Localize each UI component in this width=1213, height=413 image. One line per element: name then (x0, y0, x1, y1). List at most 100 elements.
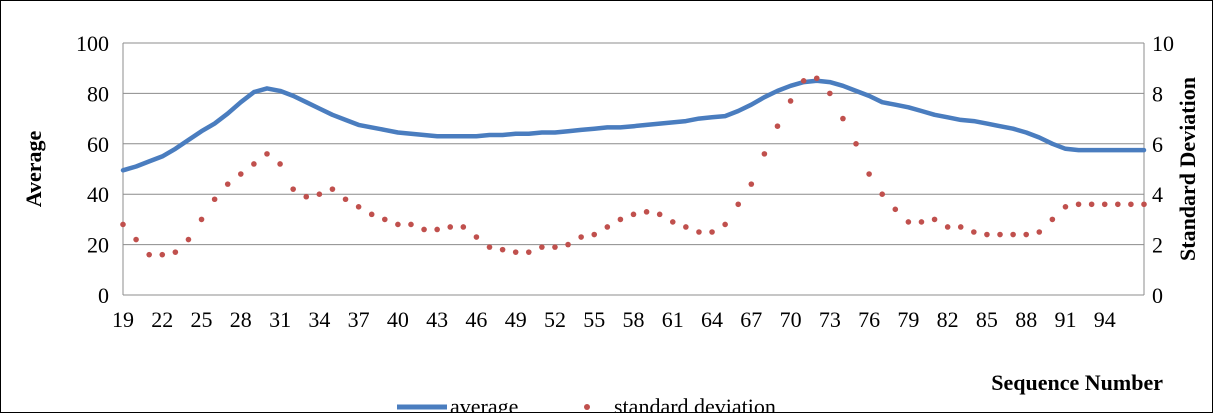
axes (122, 43, 1145, 296)
std-dev-point (198, 216, 205, 223)
std-dev-point (709, 229, 715, 235)
std-dev-point (539, 244, 545, 250)
std-dev-point (630, 211, 637, 218)
std-dev-point (525, 249, 532, 255)
std-dev-point (840, 115, 846, 122)
legend-std-swatch (584, 404, 590, 410)
std-dev-point (290, 186, 296, 192)
std-dev-point (355, 204, 362, 210)
std-dev-point (133, 236, 139, 243)
std-dev-point (578, 234, 584, 240)
std-dev-point (971, 229, 977, 235)
x-tick-label: 70 (780, 307, 802, 332)
x-tick-label: 19 (112, 307, 134, 332)
std-dev-point (264, 151, 270, 157)
std-dev-point (656, 211, 663, 218)
std-dev-point (565, 241, 571, 248)
std-dev-point (1010, 231, 1016, 238)
std-dev-point (238, 171, 244, 177)
x-tick-label: 55 (583, 307, 605, 332)
std-dev-point (447, 224, 454, 230)
x-tick-label: 85 (976, 307, 998, 332)
std-dev-point (1101, 201, 1108, 208)
std-dev-point (316, 191, 323, 197)
x-tick-label: 43 (426, 307, 448, 332)
std-dev-point (1128, 201, 1134, 208)
x-tick-label: 52 (544, 307, 566, 332)
x-tick-label: 79 (897, 307, 919, 332)
x-tick-label: 88 (1015, 307, 1037, 332)
std-dev-point (761, 151, 768, 157)
std-dev-point (381, 216, 388, 223)
y2-tick-label: 10 (1152, 31, 1174, 56)
x-tick-label: 73 (819, 307, 841, 332)
std-dev-point (552, 244, 558, 250)
x-tick-label: 64 (701, 307, 723, 332)
std-dev-point (787, 98, 794, 104)
series-line-average (120, 78, 1147, 173)
x-tick-label: 37 (348, 307, 370, 332)
std-dev-point (827, 90, 833, 97)
x-axis-title: Sequence Number (991, 370, 1163, 395)
x-tick-label: 67 (740, 307, 762, 332)
std-dev-point (159, 251, 166, 258)
std-dev-point (1075, 201, 1082, 208)
x-tick-label: 25 (191, 307, 213, 332)
std-dev-point (146, 251, 152, 258)
std-dev-point (473, 234, 480, 240)
y2-tick-label: 6 (1152, 132, 1163, 157)
x-tick-label: 40 (387, 307, 409, 332)
x-tick-label: 94 (1094, 307, 1116, 332)
std-dev-point (735, 201, 742, 208)
x-tick-label: 91 (1054, 307, 1076, 332)
std-dev-point (892, 206, 899, 213)
std-dev-point (408, 221, 414, 228)
x-tick-label: 22 (151, 307, 173, 332)
gridlines (123, 42, 1144, 246)
std-dev-point (905, 219, 912, 225)
std-dev-point (486, 244, 493, 250)
std-dev-point (591, 231, 598, 238)
std-dev-point (185, 236, 192, 243)
x-tick-label: 82 (937, 307, 959, 332)
std-dev-point (722, 221, 728, 228)
std-dev-point (748, 181, 755, 187)
std-dev-point (1141, 201, 1147, 208)
std-dev-point (944, 224, 951, 230)
std-dev-point (957, 224, 964, 230)
y-axis-title: Average (21, 130, 46, 207)
std-dev-point (813, 75, 820, 82)
x-tick-label: 49 (505, 307, 527, 332)
y2-axis-title: Standard Deviation (1175, 77, 1200, 261)
legend: average standard deviation (397, 394, 776, 412)
std-dev-point (866, 171, 872, 177)
y2-tick-label: 0 (1152, 283, 1163, 308)
x-tick-label: 61 (662, 307, 684, 332)
std-dev-point (604, 224, 611, 230)
std-dev-point (1049, 216, 1056, 223)
y-tick-label: 60 (87, 132, 109, 157)
std-dev-point (172, 249, 179, 255)
std-dev-point (800, 78, 807, 84)
std-dev-point (643, 209, 650, 215)
std-dev-point (931, 216, 938, 223)
std-dev-point (434, 226, 440, 233)
std-dev-point (460, 224, 467, 230)
legend-average-label: average (450, 394, 518, 412)
std-dev-point (395, 221, 401, 228)
std-dev-point (1115, 201, 1121, 208)
x-tick-label: 76 (858, 307, 880, 332)
std-dev-point (984, 231, 990, 238)
std-dev-point (211, 196, 218, 203)
std-dev-point (224, 181, 231, 187)
x-tick-label: 58 (623, 307, 645, 332)
y-tick-label: 20 (87, 233, 109, 258)
std-dev-point (342, 196, 349, 203)
x-tick-label: 46 (465, 307, 487, 332)
std-dev-point (499, 246, 506, 253)
std-dev-point (918, 219, 925, 225)
std-dev-point (303, 193, 310, 200)
std-dev-point (1088, 201, 1095, 208)
std-dev-point (774, 123, 781, 129)
